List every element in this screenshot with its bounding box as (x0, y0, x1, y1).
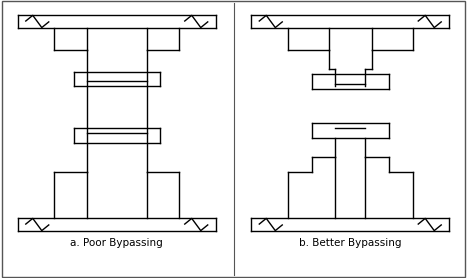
Text: a. Poor Bypassing: a. Poor Bypassing (71, 238, 163, 248)
Text: b. Better Bypassing: b. Better Bypassing (299, 238, 402, 248)
